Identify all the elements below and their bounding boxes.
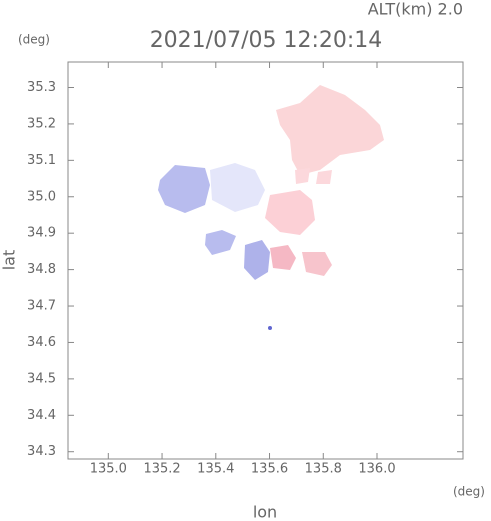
y-tick-label: 34.8 bbox=[27, 262, 56, 277]
echo bbox=[302, 252, 332, 276]
x-tick-label: 135.4 bbox=[197, 462, 234, 477]
x-tick-label: 135.6 bbox=[251, 462, 288, 477]
y-tick-label: 34.7 bbox=[27, 299, 56, 314]
y-tick-label: 34.6 bbox=[27, 335, 56, 350]
chart-title: 2021/07/05 12:20:14 bbox=[150, 28, 383, 53]
x-tick-label: 135.0 bbox=[90, 462, 127, 477]
x-tick-label: 135.8 bbox=[305, 462, 342, 477]
echo bbox=[276, 85, 384, 175]
echo bbox=[265, 190, 315, 235]
y-tick-label: 34.3 bbox=[27, 444, 56, 459]
echo bbox=[205, 230, 236, 255]
y-tick-label: 35.2 bbox=[27, 116, 56, 131]
echo-regions bbox=[158, 85, 384, 330]
y-axis-label: lat bbox=[0, 250, 19, 271]
x-unit: (deg) bbox=[453, 485, 485, 499]
y-tick-label: 34.4 bbox=[27, 408, 56, 423]
echo bbox=[268, 326, 272, 330]
y-tick-label: 35.1 bbox=[27, 153, 56, 168]
y-tick-label: 35.0 bbox=[27, 189, 56, 204]
y-tick-label: 34.5 bbox=[27, 371, 56, 386]
y-tick-label: 34.9 bbox=[27, 226, 56, 241]
y-tick-label: 35.3 bbox=[27, 80, 56, 95]
y-unit: (deg) bbox=[18, 33, 50, 47]
plot-frame bbox=[67, 61, 464, 460]
echo bbox=[316, 170, 332, 184]
echo bbox=[158, 165, 210, 213]
x-tick-label: 135.2 bbox=[143, 462, 180, 477]
echo bbox=[270, 245, 296, 270]
x-tick-label: 136.0 bbox=[358, 462, 395, 477]
echo bbox=[210, 163, 265, 212]
echo bbox=[295, 168, 310, 184]
x-axis-label: lon bbox=[253, 503, 277, 521]
altitude-label: ALT(km) 2.0 bbox=[368, 0, 463, 19]
echo bbox=[244, 240, 270, 280]
